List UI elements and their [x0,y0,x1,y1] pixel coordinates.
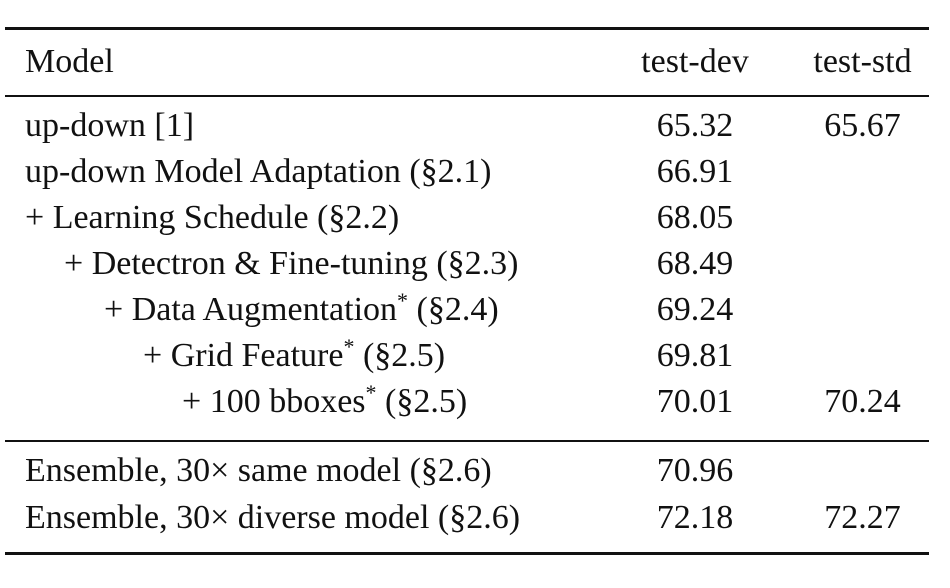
row-test-dev: 69.81 [656,337,734,374]
header-test-std: test-std [813,43,912,80]
ensemble-rule [5,440,929,442]
row-section: (§2.5) [376,383,468,420]
top-rule [5,27,929,30]
row-prefix: + [104,291,132,328]
row-prefix: + [143,337,171,374]
row-test-std: 70.24 [824,383,901,420]
asterisk: * [397,288,409,313]
row-section: (§2.5) [354,337,446,374]
table-row: + Data Augmentation* (§2.4) 69.24 [0,288,950,332]
row-model: Grid Feature [170,337,344,374]
row-prefix: + [25,199,53,236]
row-test-dev: 65.32 [656,107,734,144]
table-row: up-down Model Adaptation (§2.1) 66.91 [0,150,950,194]
row-prefix: + [64,245,92,282]
row-model: Learning Schedule (§2.2) [52,199,400,236]
row-test-dev: 66.91 [656,153,734,190]
row-test-dev: 70.96 [656,452,734,489]
table-row: + 100 bboxes* (§2.5) 70.01 70.24 [0,380,950,424]
table-row: Ensemble, 30× diverse model (§2.6) 72.18… [0,496,950,540]
row-test-dev: 68.05 [656,199,734,236]
row-model: Data Augmentation [131,291,398,328]
row-test-dev: 69.24 [656,291,734,328]
row-section: (§2.4) [408,291,499,328]
table-row: + Detectron & Fine-tuning (§2.3) 68.49 [0,242,950,286]
header-model: Model [25,43,114,80]
row-model: Ensemble, 30× same model (§2.6) [25,452,492,489]
header-test-dev: test-dev [641,43,749,80]
asterisk: * [365,380,377,405]
row-model: Detectron & Fine-tuning (§2.3) [91,245,519,282]
row-test-std: 65.67 [824,107,901,144]
table-row: Ensemble, 30× same model (§2.6) 70.96 [0,449,950,493]
table-row: + Learning Schedule (§2.2) 68.05 [0,196,950,240]
row-model: up-down Model Adaptation (§2.1) [25,153,492,190]
row-test-dev: 72.18 [656,499,734,536]
table-row: + Grid Feature* (§2.5) 69.81 [0,334,950,378]
row-prefix: + [182,383,210,420]
row-test-dev: 68.49 [656,245,734,282]
row-test-dev: 70.01 [656,383,734,420]
row-test-std: 72.27 [824,499,901,536]
bottom-rule [5,552,929,555]
row-model: Ensemble, 30× diverse model (§2.6) [25,499,521,536]
header-rule [5,95,929,97]
table-row: up-down [1] 65.32 65.67 [0,104,950,148]
row-model: 100 bboxes [209,383,366,420]
row-model: up-down [1] [25,107,195,144]
header-row: Model test-dev test-std [0,40,950,84]
asterisk: * [343,334,355,359]
